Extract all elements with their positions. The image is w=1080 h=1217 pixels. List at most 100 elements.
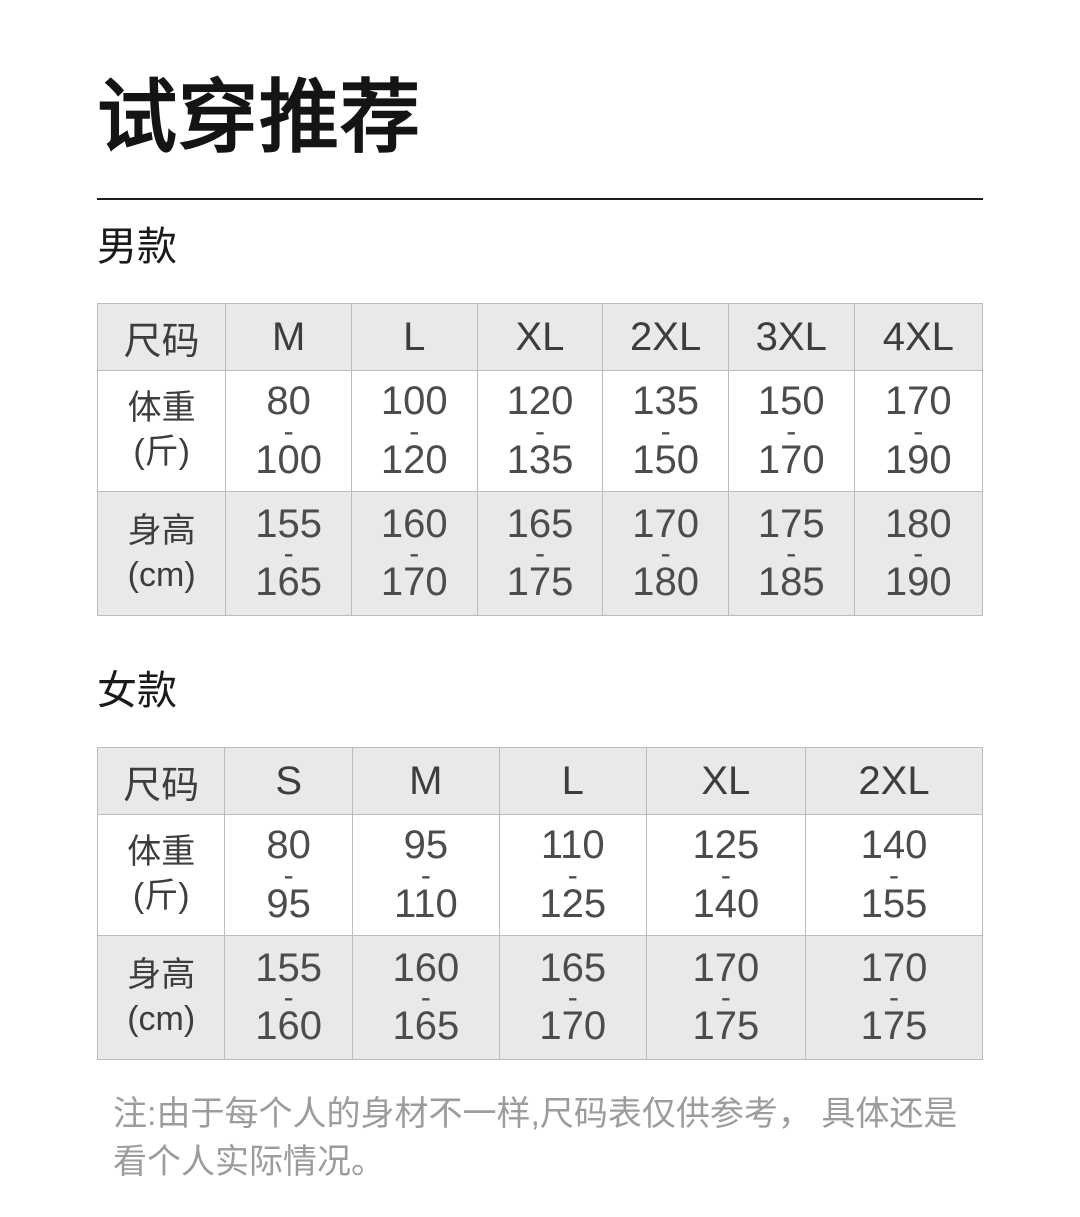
- range-high: 110: [393, 881, 458, 926]
- size-recommendation-page: 试穿推荐 男款 尺码 M L XL 2XL 3XL 4XL 体重 (斤) 80 …: [96, 0, 984, 1187]
- height-range-cell: 155 - 165: [225, 491, 352, 616]
- men-size-table: 尺码 M L XL 2XL 3XL 4XL 体重 (斤) 80 - 100 10…: [96, 303, 984, 616]
- weight-range-cell: 170 - 190: [853, 370, 984, 492]
- height-range-cell: 170 - 175: [645, 935, 806, 1060]
- divider: [97, 198, 983, 200]
- row-label-line: 体重: [127, 833, 196, 872]
- row-label-line: 身高: [127, 511, 196, 550]
- women-size-column-header: 尺码: [96, 747, 226, 815]
- range-low: 110: [540, 823, 605, 868]
- range-low: 180: [884, 501, 952, 546]
- height-range-cell: 170 - 175: [804, 935, 984, 1060]
- weight-range-cell: 80 - 100: [225, 370, 352, 492]
- row-label-line: (cm): [127, 999, 196, 1038]
- range-high: 185: [757, 560, 825, 604]
- height-range-cell: 160 - 170: [350, 491, 478, 616]
- range-dash: -: [534, 537, 545, 570]
- range-low: 165: [506, 501, 574, 546]
- range-high: 160: [255, 1004, 323, 1048]
- women-size-option-xl: XL: [645, 747, 806, 815]
- women-row-label-height: 身高 (cm): [96, 935, 226, 1060]
- row-label-line: 身高: [127, 955, 196, 994]
- range-dash: -: [283, 858, 294, 892]
- range-high: 100: [255, 437, 323, 482]
- range-low: 160: [392, 945, 460, 990]
- range-high: 165: [392, 1004, 460, 1048]
- range-low: 140: [860, 823, 928, 868]
- height-range-cell: 180 - 190: [853, 491, 984, 616]
- range-high: 155: [860, 881, 928, 926]
- range-dash: -: [786, 537, 797, 570]
- range-high: 120: [380, 437, 448, 482]
- range-high: 165: [255, 560, 323, 604]
- range-low: 80: [266, 379, 311, 424]
- range-high: 170: [539, 1004, 607, 1048]
- note-text: 注:由于每个人的身材不一样,尺码表仅供参考， 具体还是看个人实际情况。: [113, 1095, 958, 1182]
- range-dash: -: [534, 414, 545, 448]
- weight-range-cell: 95 - 110: [351, 814, 500, 936]
- range-low: 175: [757, 501, 825, 546]
- range-high: 175: [692, 1004, 760, 1048]
- row-label-line: (cm): [127, 555, 196, 594]
- range-low: 155: [255, 945, 323, 990]
- men-table-header-row: 尺码 M L XL 2XL 3XL 4XL: [96, 303, 984, 371]
- men-size-option-l: L: [350, 303, 478, 371]
- range-high: 125: [539, 881, 607, 926]
- range-low: 95: [403, 823, 449, 868]
- range-low: 160: [380, 501, 448, 546]
- weight-range-cell: 120 - 135: [476, 370, 604, 492]
- range-dash: -: [283, 537, 294, 570]
- range-dash: -: [409, 414, 420, 448]
- weight-range-cell: 150 - 170: [727, 370, 855, 492]
- range-low: 80: [266, 823, 311, 868]
- men-row-label-weight: 体重 (斤): [96, 370, 227, 492]
- range-dash: -: [283, 981, 294, 1014]
- range-high: 190: [884, 437, 952, 482]
- height-range-cell: 160 - 165: [351, 935, 500, 1060]
- range-dash: -: [283, 414, 294, 448]
- row-label-line: (斤): [132, 877, 190, 915]
- range-dash: -: [420, 858, 431, 892]
- range-low: 135: [632, 379, 699, 424]
- weight-range-cell: 110 - 125: [498, 814, 647, 936]
- range-dash: -: [409, 537, 420, 570]
- range-dash: -: [720, 858, 731, 892]
- range-high: 175: [860, 1004, 928, 1048]
- range-low: 125: [692, 823, 760, 868]
- range-high: 175: [506, 560, 574, 604]
- women-weight-row: 体重 (斤) 80 - 95 95 - 110 110 - 125 125 -: [96, 814, 984, 936]
- range-dash: -: [567, 858, 578, 892]
- range-low: 120: [506, 379, 574, 424]
- height-range-cell: 165 - 175: [476, 491, 604, 616]
- men-size-column-header: 尺码: [96, 303, 227, 371]
- range-low: 170: [632, 501, 699, 546]
- men-size-option-4xl: 4XL: [853, 303, 984, 371]
- women-height-row: 身高 (cm) 155 - 160 160 - 165 165 - 170 17…: [96, 935, 984, 1060]
- range-high: 95: [266, 881, 311, 926]
- range-dash: -: [660, 414, 671, 448]
- men-row-label-height: 身高 (cm): [96, 491, 227, 616]
- range-high: 135: [506, 437, 574, 482]
- range-low: 155: [255, 501, 323, 546]
- weight-range-cell: 100 - 120: [350, 370, 478, 492]
- range-high: 170: [380, 560, 448, 604]
- women-size-option-s: S: [224, 747, 353, 815]
- men-size-option-2xl: 2XL: [602, 303, 729, 371]
- men-size-option-3xl: 3XL: [727, 303, 855, 371]
- range-low: 170: [884, 379, 952, 424]
- range-dash: -: [888, 858, 899, 892]
- women-size-option-m: M: [351, 747, 500, 815]
- weight-range-cell: 135 - 150: [602, 370, 729, 492]
- range-dash: -: [888, 981, 899, 1014]
- range-dash: -: [660, 537, 671, 570]
- range-low: 100: [380, 379, 448, 424]
- range-dash: -: [567, 981, 578, 1014]
- range-low: 150: [757, 379, 825, 424]
- range-high: 150: [632, 437, 699, 482]
- women-table-header-row: 尺码 S M L XL 2XL: [96, 747, 984, 815]
- range-high: 170: [757, 437, 825, 482]
- section-label-men: 男款: [97, 225, 177, 269]
- height-range-cell: 170 - 180: [602, 491, 729, 616]
- women-row-label-weight: 体重 (斤): [96, 814, 226, 936]
- height-range-cell: 175 - 185: [727, 491, 855, 616]
